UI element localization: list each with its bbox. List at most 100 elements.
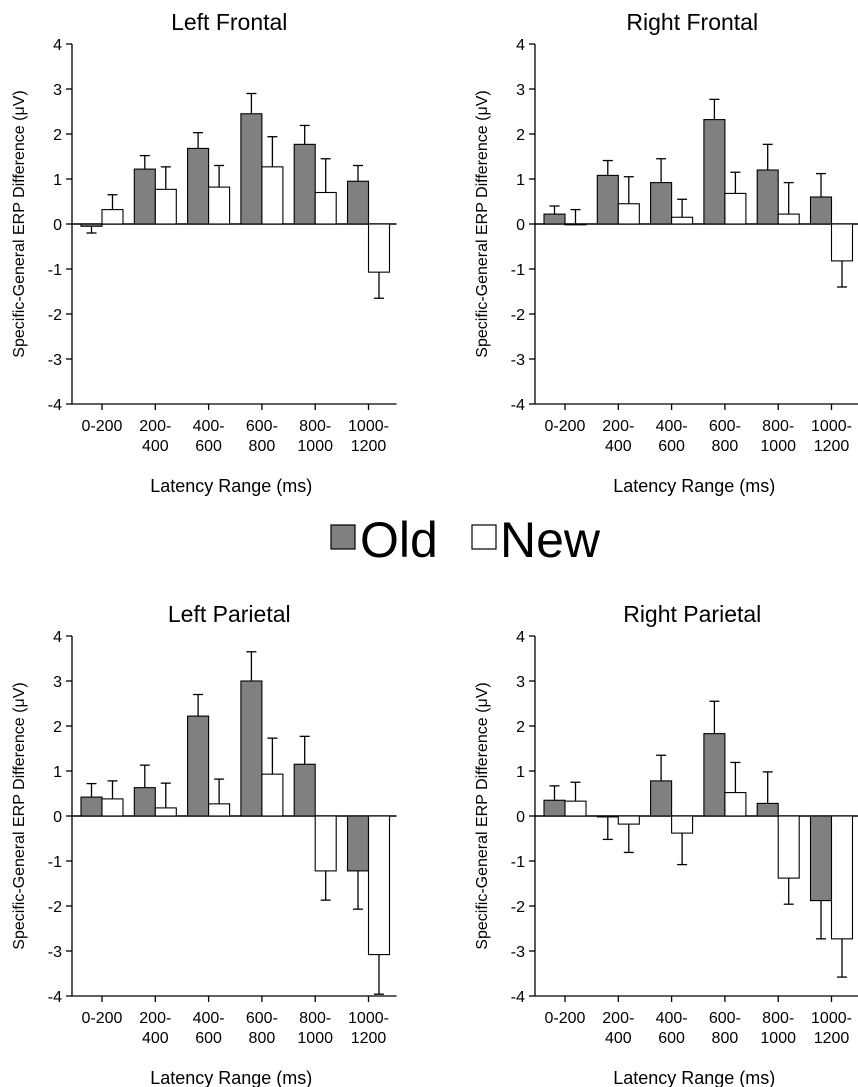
bar-old [756, 169, 779, 225]
x-tick-label: 0-200 [545, 1010, 586, 1027]
chart-panel: Right Frontal 4 3 2 1 0 -1 -2 -3 -4 Specific-Gener… [474, 9, 858, 496]
bar-old [543, 799, 566, 817]
y-tick-label: -4 [511, 989, 525, 1006]
y-axis-label: Specific-General ERP Difference (μV) [474, 90, 491, 357]
bar-new [314, 815, 337, 872]
x-tick-label: 800- [299, 1010, 331, 1027]
bar-new [830, 223, 854, 262]
y-tick-label: -4 [48, 989, 62, 1006]
x-tick-label: 600- [246, 1010, 278, 1027]
bar-new [101, 798, 124, 817]
y-tick-label: 4 [53, 37, 62, 54]
bar-new [724, 792, 747, 817]
x-tick-label: 1000- [348, 418, 389, 435]
bar-old [133, 168, 156, 225]
bar-new [617, 815, 640, 825]
x-tick-label: 400- [193, 1010, 225, 1027]
bar-old [543, 213, 566, 225]
x-axis-label: Latency Range (ms) [613, 476, 775, 496]
y-axis-label: Specific-General ERP Difference (μV) [474, 682, 491, 949]
x-tick-label: 200- [602, 418, 634, 435]
y-tick-label: 0 [53, 809, 62, 826]
bar-new [724, 192, 747, 225]
x-tick-label: 600 [658, 438, 685, 455]
bar-new [314, 191, 337, 225]
x-tick-label: 0-200 [82, 1010, 123, 1027]
y-tick-label: 2 [516, 127, 525, 144]
bar-old [80, 223, 103, 227]
x-tick-label: 600- [246, 418, 278, 435]
bar-old [133, 787, 156, 817]
chart-title: Left Frontal [171, 9, 287, 35]
y-tick-label: -1 [511, 262, 525, 279]
y-tick-label: -3 [48, 352, 62, 369]
bar-old [293, 763, 316, 817]
y-tick-label: -2 [511, 307, 525, 324]
x-tick-label: 600 [658, 1030, 685, 1047]
y-tick-label: 1 [53, 172, 62, 189]
legend: Old New [330, 512, 601, 568]
x-tick-label: 600 [195, 1030, 222, 1047]
y-tick-label: -4 [48, 397, 62, 414]
bar-new [367, 815, 391, 956]
bar-old [596, 815, 619, 818]
bar-new [617, 203, 640, 225]
y-tick-label: -3 [511, 352, 525, 369]
y-tick-label: 2 [53, 719, 62, 736]
bar-old [346, 815, 370, 872]
bar-new [261, 773, 284, 817]
x-tick-label: 200- [602, 1010, 634, 1027]
x-tick-label: 400- [656, 1010, 688, 1027]
x-tick-label: 200- [139, 1010, 171, 1027]
bar-new [830, 815, 854, 940]
x-tick-label: 1000 [760, 438, 796, 455]
y-tick-label: 1 [53, 764, 62, 781]
y-tick-label: -2 [48, 899, 62, 916]
bar-old [756, 802, 779, 817]
y-tick-label: 3 [53, 82, 62, 99]
x-tick-label: 1000- [811, 418, 852, 435]
legend-swatch-new [471, 524, 497, 550]
bar-old [346, 180, 370, 225]
y-axis-label: Specific-General ERP Difference (μV) [11, 90, 28, 357]
x-tick-label: 400 [605, 438, 632, 455]
y-tick-label: 3 [516, 82, 525, 99]
y-tick-label: 4 [516, 37, 525, 54]
chart-title: Right Frontal [626, 9, 758, 35]
x-tick-label: 1200 [351, 438, 387, 455]
x-tick-label: 600- [709, 1010, 741, 1027]
bar-old [187, 147, 210, 225]
bar-new [101, 209, 124, 225]
bar-new [261, 166, 284, 225]
y-tick-label: -1 [48, 854, 62, 871]
x-tick-label: 800 [712, 1030, 739, 1047]
x-tick-label: 800- [762, 1010, 794, 1027]
y-tick-label: 3 [53, 674, 62, 691]
x-tick-label: 400 [142, 1030, 169, 1047]
x-axis-label: Latency Range (ms) [613, 1068, 775, 1087]
x-tick-label: 400 [142, 438, 169, 455]
x-tick-label: 600 [195, 438, 222, 455]
chart-panel: Left Parietal 4 3 2 1 0 -1 -2 -3 -4 Specific-Gener… [11, 601, 397, 1087]
y-axis-label: Specific-General ERP Difference (μV) [11, 682, 28, 949]
x-tick-label: 800 [249, 438, 276, 455]
x-tick-label: 1000 [297, 1030, 333, 1047]
y-tick-label: 0 [516, 217, 525, 234]
y-tick-label: 0 [53, 217, 62, 234]
x-tick-label: 1200 [814, 1030, 850, 1047]
x-tick-label: 0-200 [545, 418, 586, 435]
bar-old [703, 733, 726, 817]
chart-title: Right Parietal [623, 601, 761, 627]
bar-new [777, 213, 800, 225]
bar-new [154, 188, 177, 225]
legend-label-new: New [500, 512, 601, 568]
bar-old [240, 680, 263, 817]
y-tick-label: 2 [516, 719, 525, 736]
x-tick-label: 1000 [297, 438, 333, 455]
x-tick-label: 800 [712, 438, 739, 455]
x-tick-label: 1000- [811, 1010, 852, 1027]
y-tick-label: 2 [53, 127, 62, 144]
bar-old [703, 119, 726, 225]
x-tick-label: 200- [139, 418, 171, 435]
